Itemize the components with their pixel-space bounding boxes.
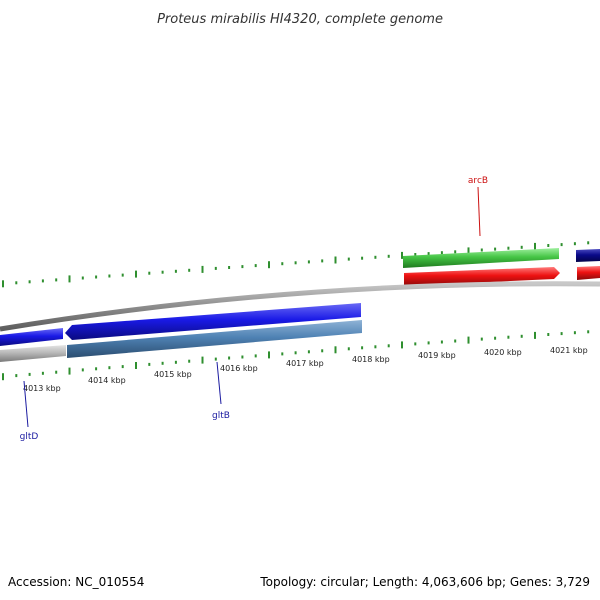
scale-label: 4013 kbp <box>23 384 61 393</box>
scale-label: 4021 kbp <box>550 346 588 355</box>
gene-label-arcB: arcB <box>468 176 488 186</box>
genome-summary-text: Topology: circular; Length: 4,063,606 bp… <box>259 575 590 589</box>
inner-tick-marks <box>2 330 590 381</box>
top-gene-tracks <box>403 248 600 286</box>
gene-label-gltB: gltB <box>212 411 230 421</box>
scale-label: 4016 kbp <box>220 364 258 373</box>
accession-text: Accession: NC_010554 <box>8 575 144 589</box>
gene-label-leader-gltD <box>23 380 29 428</box>
scale-label: 4014 kbp <box>88 376 126 385</box>
gene-feature-red <box>404 267 560 286</box>
gene-feature-grey-left <box>0 345 66 362</box>
scale-label: 4018 kbp <box>352 355 390 364</box>
gene-feature-blue-left <box>0 328 63 346</box>
gene-feature-green <box>403 248 559 268</box>
scale-label: 4015 kbp <box>154 370 192 379</box>
gene-label-leader-gltB <box>216 361 222 405</box>
gene-labels: gltD gltB arcB <box>20 176 488 442</box>
scale-label: 4017 kbp <box>286 359 324 368</box>
gene-feature-navy <box>576 249 600 262</box>
scale-labels: 4013 kbp 4014 kbp 4015 kbp 4016 kbp 4017… <box>23 346 588 393</box>
gene-label-gltD: gltD <box>20 432 39 442</box>
gene-feature-steel-main <box>67 320 362 358</box>
outer-tick-marks <box>2 241 590 288</box>
genome-backbone-arc <box>0 281 600 332</box>
gene-label-leader-arcB <box>477 186 481 237</box>
lower-gene-tracks <box>0 303 362 362</box>
gene-feature-blue-main <box>65 303 361 340</box>
scale-label: 4020 kbp <box>484 348 522 357</box>
scale-label: 4019 kbp <box>418 351 456 360</box>
genome-title: Proteus mirabilis HI4320, complete genom… <box>157 12 443 27</box>
gene-feature-red-right <box>577 266 600 280</box>
